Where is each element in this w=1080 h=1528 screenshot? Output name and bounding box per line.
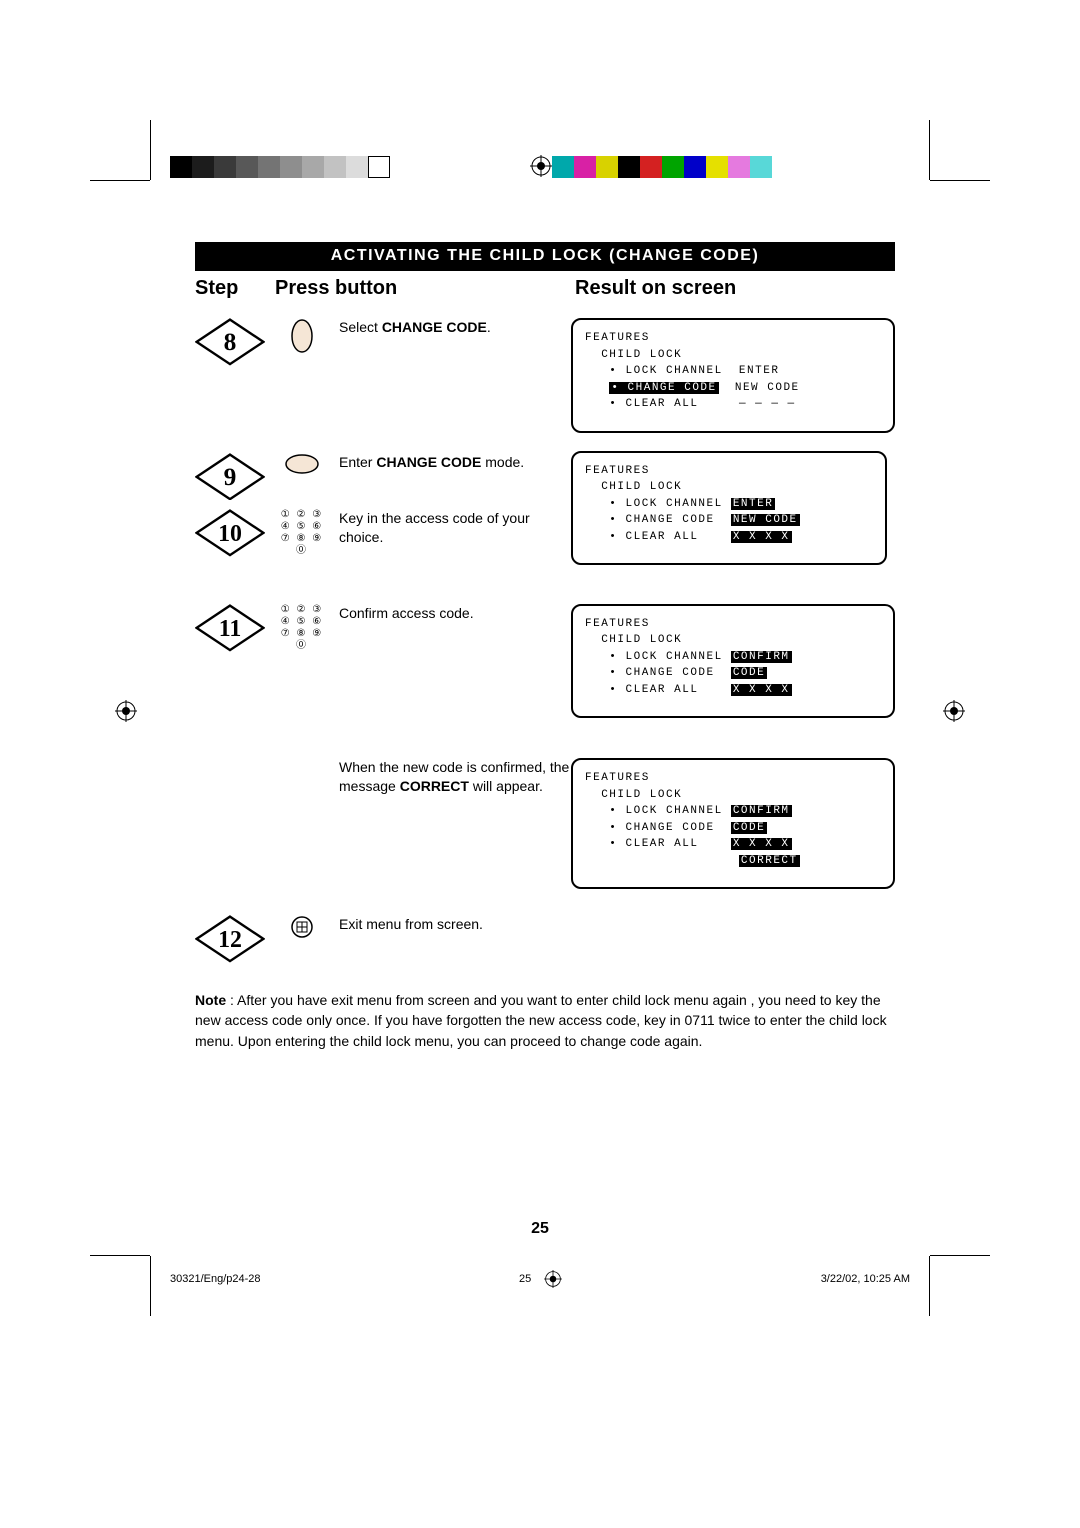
footer: 30321/Eng/p24-28 25 3/22/02, 10:25 AM	[170, 1270, 910, 1288]
registration-mark	[943, 700, 965, 722]
step-row: 8 Select CHANGE CODE. FEATURES CHILD LOC…	[195, 318, 895, 449]
step-diamond: 11	[195, 604, 265, 657]
footer-right: 3/22/02, 10:25 AM	[821, 1273, 910, 1285]
instruction-text: Select CHANGE CODE.	[339, 318, 571, 337]
crop-mark	[929, 120, 930, 180]
tv-screen: FEATURES CHILD LOCK • LOCK CHANNEL ENTER…	[571, 451, 887, 566]
ok-button-icon	[265, 453, 339, 480]
svg-text:8: 8	[224, 327, 237, 356]
svg-text:11: 11	[219, 616, 242, 642]
content: ACTIVATING THE CHILD LOCK (CHANGE CODE) …	[195, 242, 895, 1051]
svg-text:12: 12	[218, 927, 242, 953]
registration-mark	[115, 700, 137, 722]
tv-screen: FEATURES CHILD LOCK • LOCK CHANNEL CONFI…	[571, 604, 895, 719]
footer-left: 30321/Eng/p24-28	[170, 1273, 261, 1285]
crop-mark	[150, 120, 151, 180]
color-colorbar	[552, 156, 772, 178]
instruction-text: Confirm access code.	[339, 604, 571, 623]
page-number: 25	[0, 1220, 1080, 1238]
header-step: Step	[195, 277, 275, 300]
step-row: When the new code is confirmed, the mess…	[195, 758, 895, 905]
step-diamond: 9	[195, 453, 265, 506]
note-text: Note : After you have exit menu from scr…	[195, 990, 895, 1051]
crop-mark	[90, 180, 150, 181]
keypad-icon: ① ② ③ ④ ⑤ ⑥ ⑦ ⑧ ⑨ ⓪	[265, 509, 339, 558]
nav-button-icon	[265, 318, 339, 359]
instruction-text: Key in the access code of your choice.	[339, 509, 571, 547]
registration-mark	[530, 155, 552, 177]
crop-mark	[929, 1256, 930, 1316]
step-row: 11 ① ② ③ ④ ⑤ ⑥ ⑦ ⑧ ⑨ ⓪ Confirm access co…	[195, 604, 895, 735]
title-bar: ACTIVATING THE CHILD LOCK (CHANGE CODE)	[195, 242, 895, 271]
gray-colorbar	[170, 156, 390, 178]
instruction-text: Exit menu from screen.	[339, 915, 571, 934]
crop-mark	[150, 1256, 151, 1316]
crop-mark	[90, 1255, 150, 1256]
crop-mark	[930, 1255, 990, 1256]
footer-mid: 25	[519, 1270, 562, 1288]
step-diamond: 12	[195, 915, 265, 968]
svg-text:10: 10	[218, 521, 242, 547]
menu-button-icon	[265, 915, 339, 944]
tv-screen: FEATURES CHILD LOCK • LOCK CHANNEL ENTER…	[571, 318, 895, 433]
step-row: 9 Enter CHANGE CODE mode. FEATURES CHILD…	[195, 453, 895, 506]
page: ACTIVATING THE CHILD LOCK (CHANGE CODE) …	[0, 0, 1080, 1528]
step-diamond: 8	[195, 318, 265, 371]
column-headers: Step Press button Result on screen	[195, 277, 895, 300]
step-diamond: 10	[195, 509, 265, 562]
header-result: Result on screen	[575, 277, 885, 300]
crop-mark	[930, 180, 990, 181]
instruction-text: When the new code is confirmed, the mess…	[339, 758, 571, 796]
tv-screen: FEATURES CHILD LOCK • LOCK CHANNEL CONFI…	[571, 758, 895, 889]
instruction-text: Enter CHANGE CODE mode.	[339, 453, 571, 472]
svg-text:9: 9	[224, 461, 237, 490]
keypad-icon: ① ② ③ ④ ⑤ ⑥ ⑦ ⑧ ⑨ ⓪	[265, 604, 339, 653]
header-press: Press button	[275, 277, 575, 300]
step-row: 12 Exit menu from screen.	[195, 915, 895, 968]
